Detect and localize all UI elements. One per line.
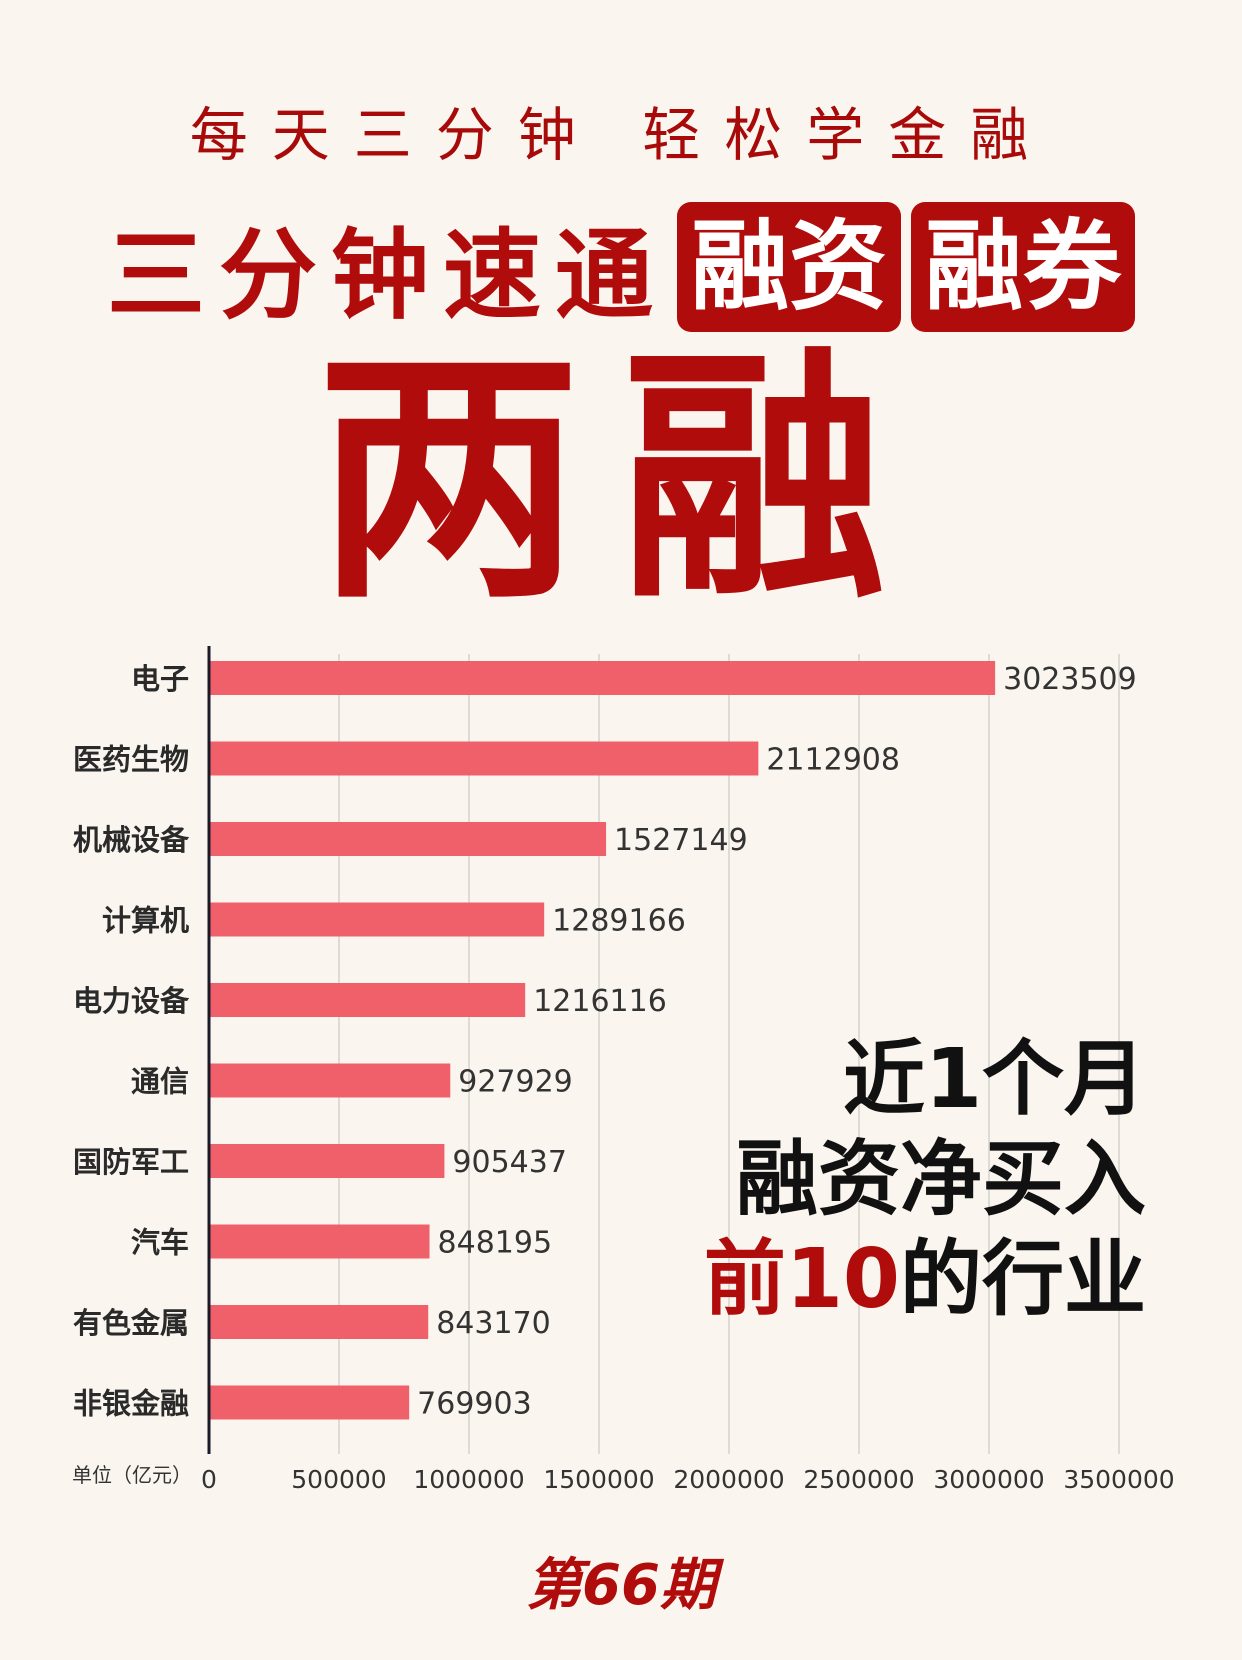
- x-tick-label: 1000000: [413, 1465, 524, 1494]
- value-label: 848195: [438, 1226, 553, 1261]
- category-label: 有色金属: [73, 1306, 189, 1340]
- value-label: 1216116: [533, 984, 667, 1019]
- x-tick-label: 2500000: [803, 1465, 914, 1494]
- bar: [209, 1305, 429, 1339]
- bar: [209, 822, 607, 856]
- category-label: 电子: [131, 662, 189, 696]
- category-label: 国防军工: [73, 1145, 189, 1179]
- bar: [209, 983, 526, 1017]
- bar: [209, 741, 759, 776]
- value-label: 843170: [436, 1306, 551, 1341]
- caption-line-1: 近1个月: [842, 1032, 1146, 1127]
- category-label: 通信: [131, 1065, 189, 1099]
- x-tick-label: 0: [201, 1465, 217, 1494]
- chart-caption: 近1个月 融资净买入 前10的行业: [704, 1030, 1146, 1330]
- bar-chart: 电子 3023509 医药生物 2112908 机械设备 1527149 计算机 128916…: [72, 646, 1175, 1494]
- unit-label: 单位（亿元）: [72, 1463, 192, 1487]
- bar: [209, 1144, 445, 1178]
- category-label: 非银金融: [73, 1387, 189, 1421]
- value-label: 1527149: [614, 823, 748, 858]
- issue-number: 第66期: [526, 1553, 716, 1618]
- category-label: 机械设备: [73, 823, 190, 857]
- value-label: 1289166: [552, 904, 686, 939]
- title-badge-rongzi: 融资: [676, 202, 901, 332]
- value-label: 927929: [458, 1065, 573, 1100]
- bar: [209, 1063, 451, 1098]
- value-label: 3023509: [1003, 662, 1137, 697]
- bar: [209, 902, 545, 937]
- bar: [209, 1385, 410, 1420]
- caption-line-3-rest: 的行业: [899, 1232, 1146, 1327]
- category-label: 计算机: [102, 904, 189, 938]
- category-label: 汽车: [131, 1226, 189, 1260]
- x-tick-label: 1500000: [543, 1465, 654, 1494]
- title-row: 三分钟速通 融资 融券: [0, 198, 1242, 336]
- bar: [209, 1224, 430, 1259]
- title-badge-rongquan: 融券: [911, 202, 1136, 332]
- caption-highlight: 前10: [703, 1232, 900, 1327]
- value-label: 2112908: [766, 743, 900, 778]
- x-tick-label: 2000000: [673, 1465, 784, 1494]
- x-tick-label: 3500000: [1063, 1465, 1174, 1494]
- bar: [209, 661, 996, 695]
- caption-line-3: 前10的行业: [704, 1230, 1146, 1330]
- x-tick-label: 3000000: [933, 1465, 1044, 1494]
- x-tick-label: 500000: [291, 1465, 386, 1494]
- big-title: 两融: [316, 326, 926, 634]
- value-label: 769903: [417, 1387, 532, 1422]
- value-label: 905437: [452, 1145, 567, 1180]
- title-text: 三分钟速通: [106, 219, 667, 333]
- category-label: 电力设备: [73, 984, 190, 1018]
- caption-line-2: 融资净买入: [735, 1132, 1146, 1227]
- tagline: 每天三分钟 轻松学金融: [189, 101, 1053, 169]
- category-label: 医药生物: [73, 743, 189, 777]
